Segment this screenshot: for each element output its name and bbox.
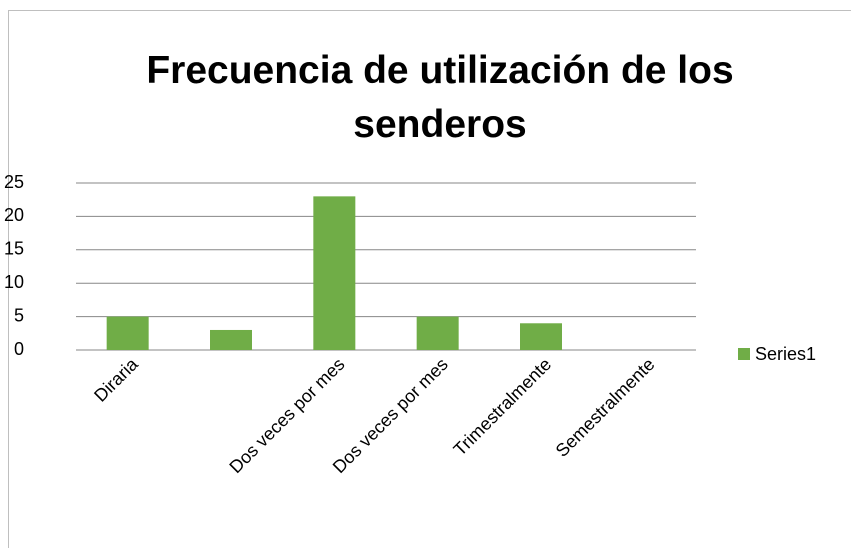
y-tick-label: 25	[4, 172, 24, 192]
bar	[520, 323, 562, 350]
chart-title: Frecuencia de utilización de los sendero…	[146, 49, 734, 146]
y-tick-label: 5	[14, 305, 24, 325]
bar	[106, 316, 149, 350]
x-tick-label: Diraria	[90, 353, 142, 405]
x-tick-label: Dos veces por mes	[329, 354, 452, 477]
x-tick-label: Semestralmente	[552, 354, 659, 461]
chart-border	[8, 10, 851, 548]
legend-label: Series1	[755, 344, 816, 364]
x-tick-label: Trimestralmente	[450, 354, 556, 460]
bar	[416, 316, 459, 350]
x-tick-label: Dos veces por mes	[225, 354, 348, 477]
y-tick-label: 20	[4, 205, 24, 225]
bar	[210, 329, 252, 350]
y-tick-label: 0	[14, 339, 24, 359]
bar	[313, 196, 356, 350]
legend-swatch	[738, 348, 750, 360]
y-tick-label: 10	[4, 272, 24, 292]
y-tick-label: 15	[4, 239, 24, 259]
